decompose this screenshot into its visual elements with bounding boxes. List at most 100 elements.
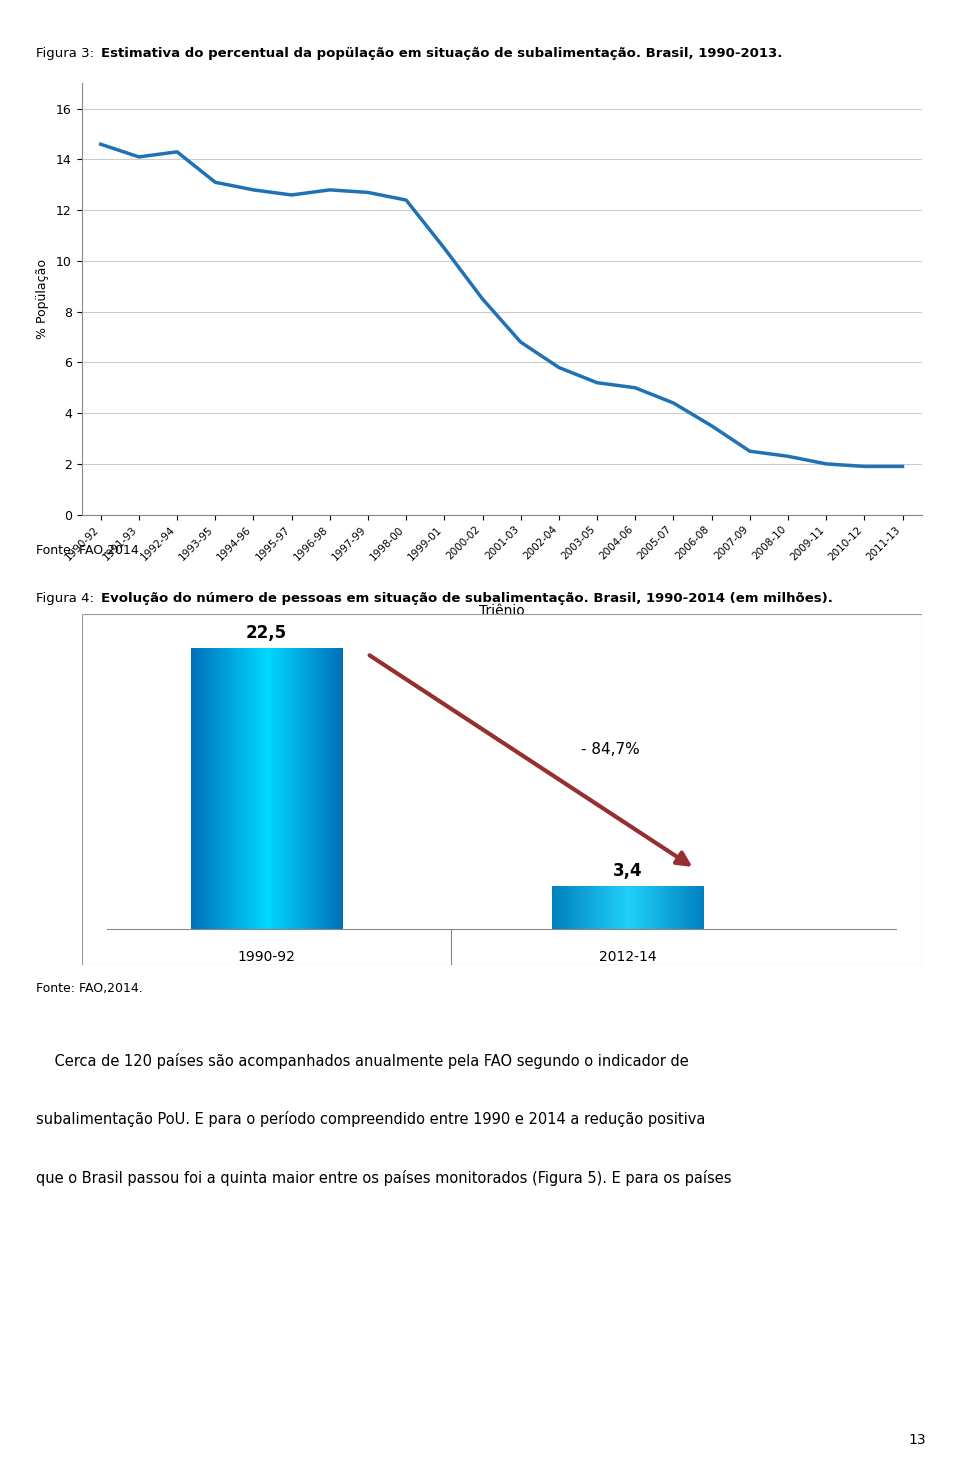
Bar (336, 648, 339, 928)
Bar (236, 648, 239, 928)
Bar (211, 648, 214, 928)
Bar (324, 648, 325, 928)
Bar (246, 648, 249, 928)
Bar (688, 886, 691, 928)
Bar (215, 648, 218, 928)
Bar (205, 648, 208, 928)
Bar (552, 886, 555, 928)
Bar (605, 886, 608, 928)
Bar (683, 886, 685, 928)
Bar (681, 886, 684, 928)
Bar (611, 886, 613, 928)
Text: 13: 13 (909, 1433, 926, 1447)
Bar (620, 886, 623, 928)
Bar (641, 886, 643, 928)
Bar (244, 648, 247, 928)
Bar (334, 648, 337, 928)
Bar (571, 886, 574, 928)
Bar (191, 648, 194, 928)
Bar (579, 886, 581, 928)
Text: Fonte: FAO,2014.: Fonte: FAO,2014. (36, 544, 143, 557)
Bar (263, 648, 265, 928)
Bar (622, 886, 625, 928)
Bar (213, 648, 216, 928)
Bar (584, 886, 587, 928)
Bar (253, 648, 256, 928)
Bar (593, 886, 596, 928)
Bar (679, 886, 682, 928)
Bar (698, 886, 700, 928)
Bar (277, 648, 280, 928)
Text: Cerca de 120 países são acompanhados anualmente pela FAO segundo o indicador de: Cerca de 120 países são acompanhados anu… (36, 1053, 689, 1069)
Bar (242, 648, 245, 928)
X-axis label: Triênio: Triênio (479, 604, 524, 618)
Bar (595, 886, 598, 928)
Bar (577, 886, 579, 928)
Bar (276, 648, 278, 928)
Bar (291, 648, 294, 928)
Text: Evolução do número de pessoas em situação de subalimentação. Brasil, 1990-2014 (: Evolução do número de pessoas em situaçã… (101, 592, 832, 605)
Bar (261, 648, 263, 928)
Bar (227, 648, 229, 928)
Bar (201, 648, 203, 928)
Bar (665, 886, 668, 928)
Bar (554, 886, 557, 928)
Bar (325, 648, 327, 928)
Bar (589, 886, 592, 928)
Bar (558, 886, 561, 928)
Bar (310, 648, 313, 928)
Text: 22,5: 22,5 (246, 624, 287, 642)
Bar (624, 886, 627, 928)
Bar (696, 886, 698, 928)
Bar (637, 886, 639, 928)
Bar (287, 648, 290, 928)
Bar (569, 886, 572, 928)
Bar (639, 886, 641, 928)
Bar (692, 886, 695, 928)
Bar (661, 886, 664, 928)
Bar (643, 886, 645, 928)
Bar (297, 648, 300, 928)
Bar (234, 648, 237, 928)
Bar (648, 886, 651, 928)
Bar (289, 648, 292, 928)
Bar (225, 648, 228, 928)
Bar (250, 648, 252, 928)
Text: Estimativa do percentual da popülação em situação de subalimentação. Brasil, 199: Estimativa do percentual da popülação em… (101, 47, 782, 60)
Bar (338, 648, 341, 928)
Text: Figura 4:: Figura 4: (36, 592, 99, 605)
Bar (565, 886, 568, 928)
Bar (575, 886, 577, 928)
Bar (268, 648, 271, 928)
Bar (340, 648, 343, 928)
Bar (582, 886, 585, 928)
Bar (326, 648, 329, 928)
Bar (591, 886, 594, 928)
Bar (567, 886, 570, 928)
Bar (634, 886, 636, 928)
Bar (656, 886, 659, 928)
Text: Figura 3:: Figura 3: (36, 47, 99, 60)
Bar (257, 648, 259, 928)
Bar (221, 648, 224, 928)
Bar (581, 886, 583, 928)
Bar (207, 648, 210, 928)
Bar (219, 648, 222, 928)
Bar (686, 886, 689, 928)
Bar (632, 886, 635, 928)
Bar (673, 886, 676, 928)
Bar (612, 886, 615, 928)
Bar (209, 648, 212, 928)
Bar (630, 886, 633, 928)
Bar (646, 886, 649, 928)
Bar (658, 886, 660, 928)
Bar (586, 886, 588, 928)
Bar (601, 886, 604, 928)
Bar (281, 648, 284, 928)
Text: - 84,7%: - 84,7% (582, 741, 640, 757)
Text: 2012-14: 2012-14 (599, 950, 657, 963)
Bar (652, 886, 655, 928)
Bar (702, 886, 704, 928)
Bar (684, 886, 687, 928)
Bar (197, 648, 200, 928)
